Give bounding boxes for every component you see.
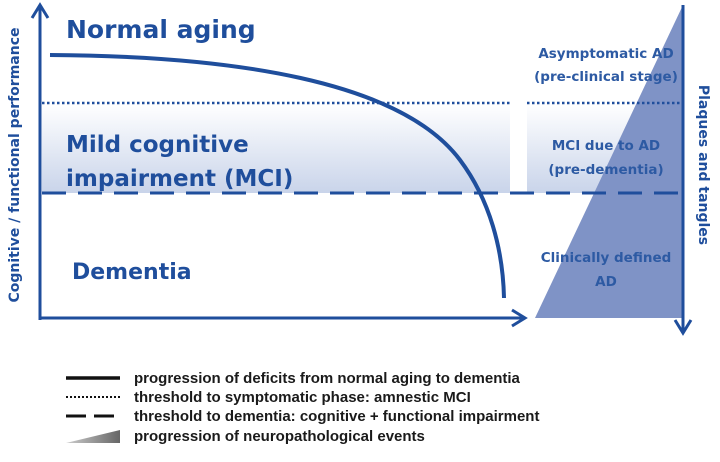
mci-label-line1: Mild cognitive (66, 132, 249, 158)
clinical-ad-label: Clinically defined (541, 250, 672, 266)
mci-due-to-ad-label: MCI due to AD (552, 138, 660, 154)
legend-dashed-label: threshold to dementia: cognitive + funct… (134, 408, 539, 425)
y-axis (30, 2, 50, 320)
legend-solid-label: progression of deficits from normal agin… (134, 370, 521, 387)
mci-due-to-ad-sublabel: (pre-dementia) (548, 162, 663, 178)
normal-aging-label: Normal aging (66, 15, 256, 44)
legend: progression of deficits from normal agin… (66, 370, 539, 445)
right-axis (673, 5, 693, 336)
asymptomatic-ad-sublabel: (pre-clinical stage) (534, 69, 678, 85)
y-axis-label: Cognitive / functional performance (7, 27, 23, 302)
mci-band (42, 104, 510, 193)
right-axis-label: Plaques and tangles (695, 85, 711, 245)
legend-wedge-swatch (66, 430, 120, 443)
clinical-ad-sublabel: AD (595, 274, 617, 290)
neuropathology-wedge (535, 5, 683, 318)
mci-label-line2: impairment (MCI) (66, 166, 293, 192)
deficit-progression-curve (49, 53, 506, 299)
legend-dotted-label: threshold to symptomatic phase: amnestic… (134, 389, 471, 406)
asymptomatic-ad-label: Asymptomatic AD (538, 46, 673, 62)
x-axis (39, 308, 528, 328)
dementia-label: Dementia (72, 260, 192, 285)
legend-wedge-label: progression of neuropathological events (134, 428, 425, 445)
